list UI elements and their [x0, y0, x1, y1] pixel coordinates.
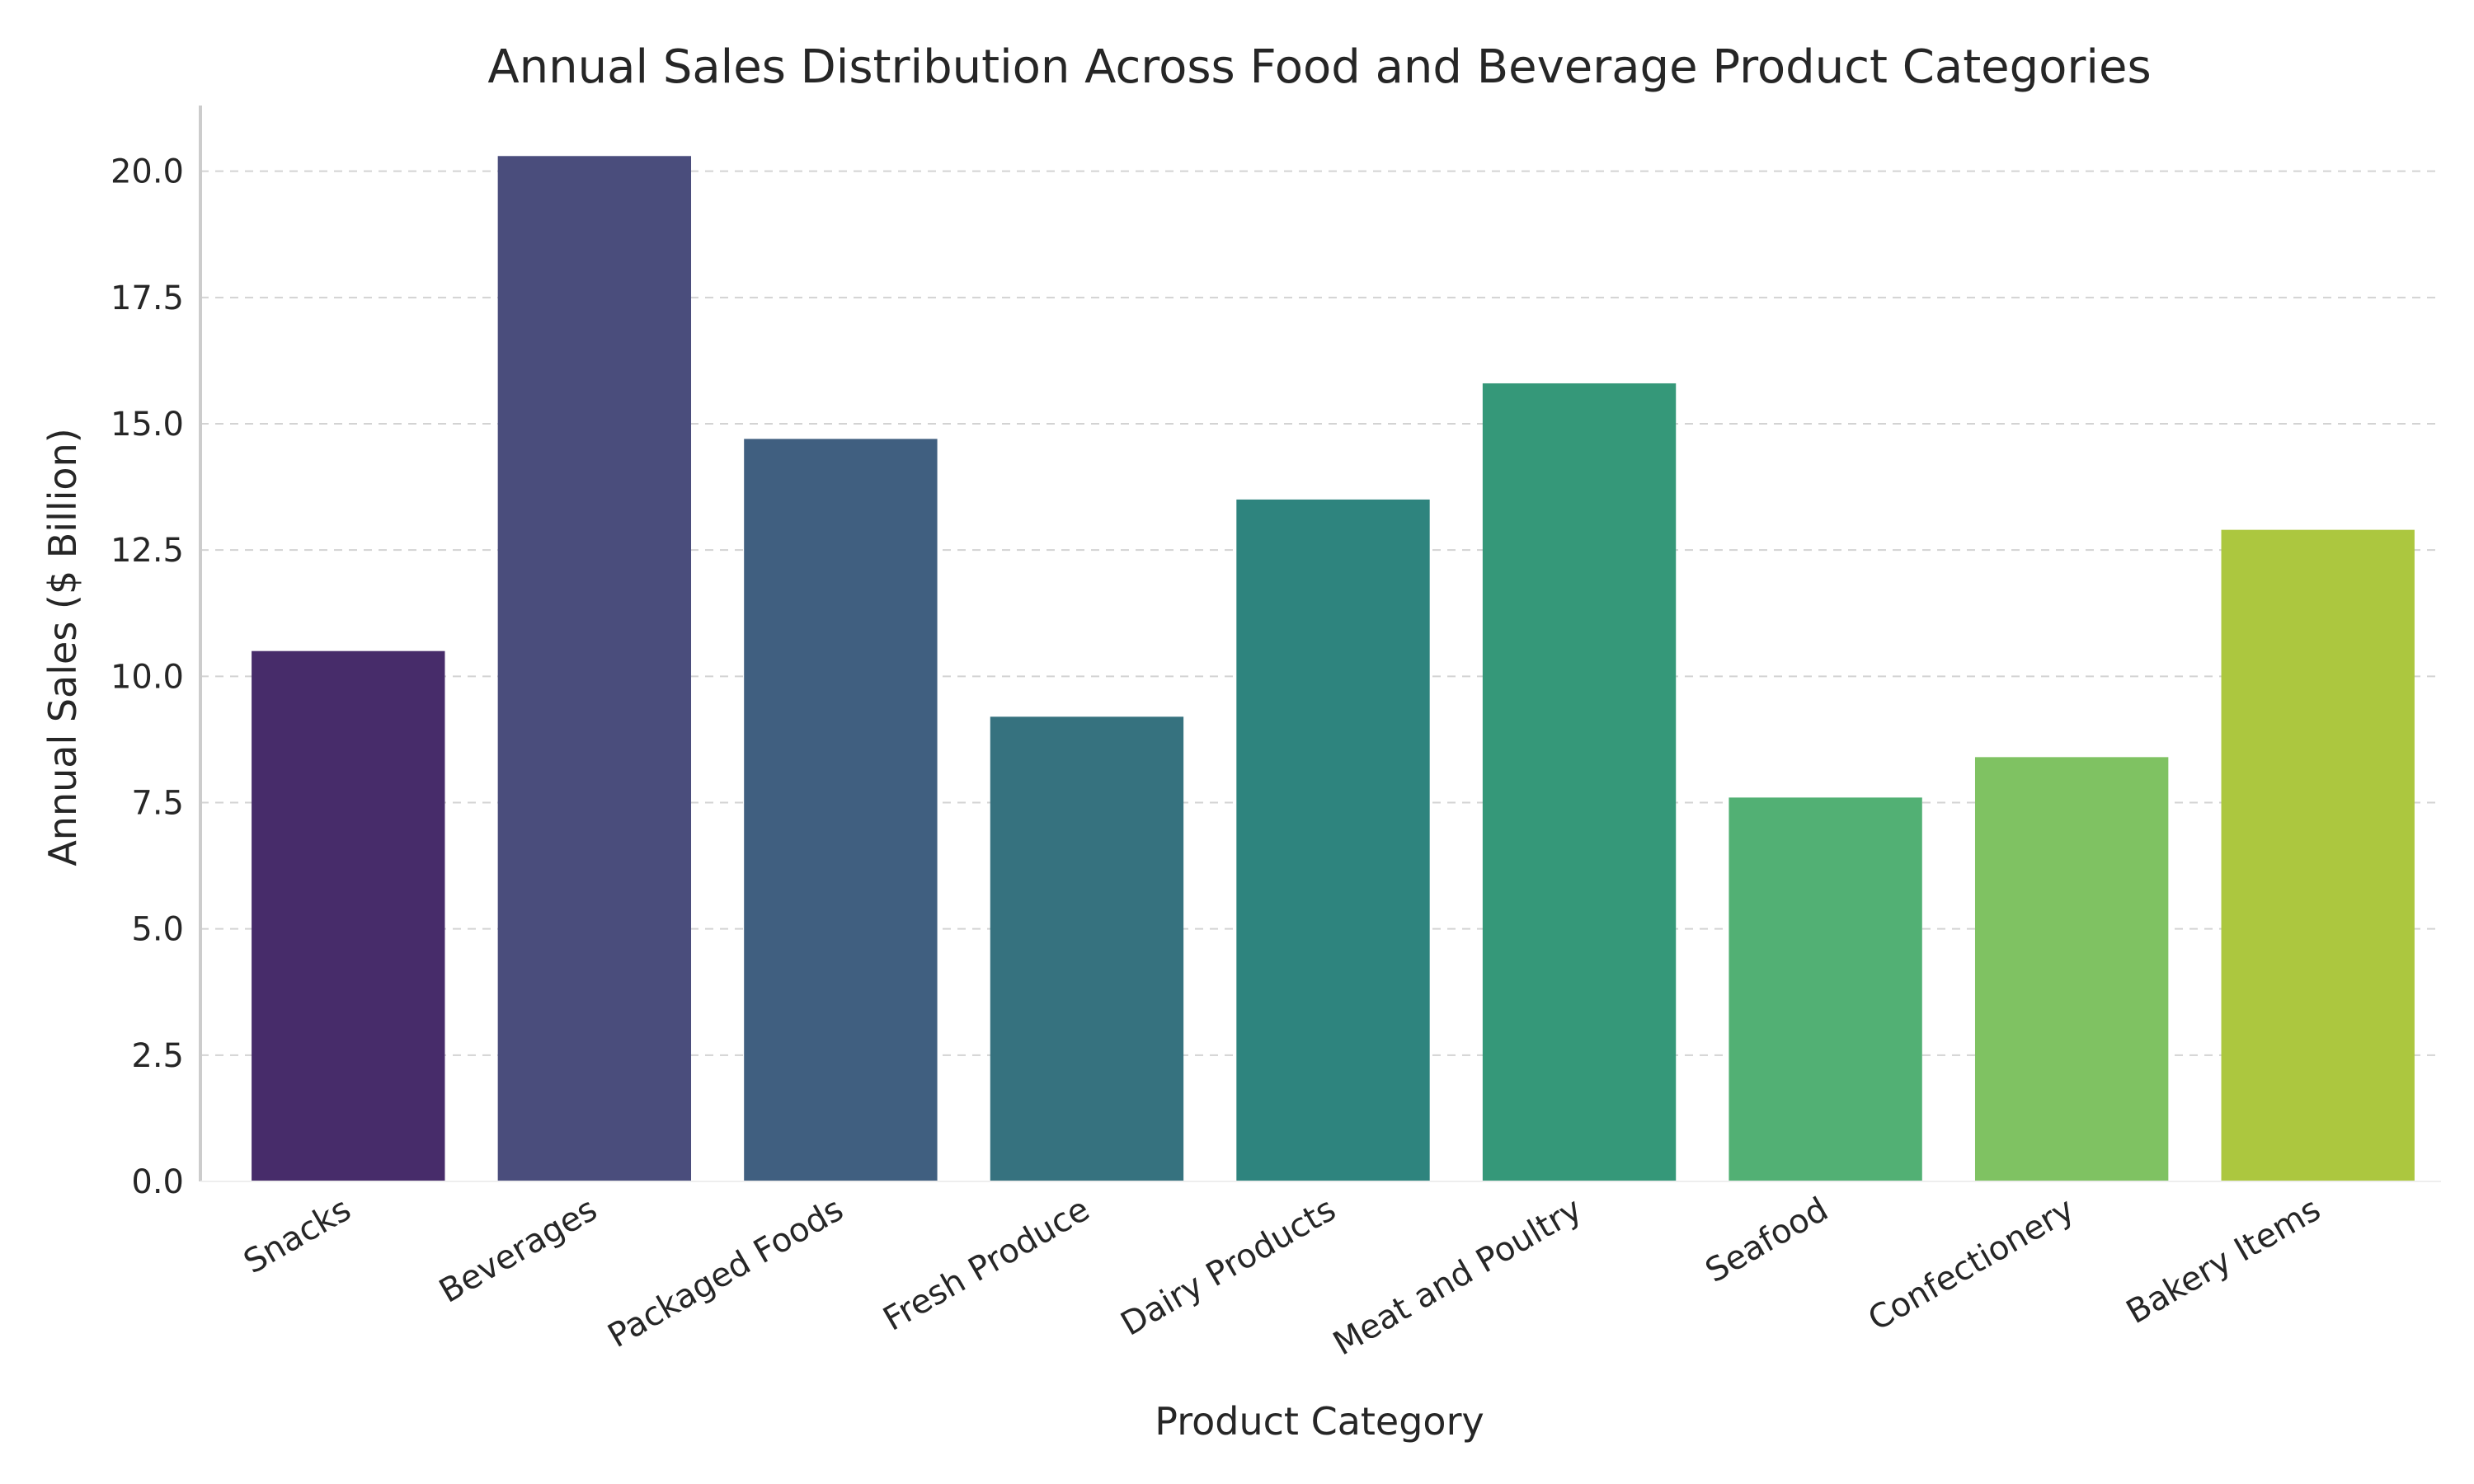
y-tick-label: 0.0 [131, 1163, 184, 1201]
axes [199, 106, 2441, 1182]
y-axis-title: Annual Sales ($ Billion) [40, 428, 85, 866]
bar-snacks [252, 650, 445, 1181]
bar-meat-and-poultry [1482, 383, 1677, 1182]
x-tick-label: Seafood [1700, 1190, 1835, 1290]
bar-dairy-products [1236, 499, 1430, 1181]
y-tick-label: 5.0 [131, 911, 184, 949]
x-tick-label: Dairy Products [1115, 1190, 1343, 1344]
bar-seafood [1729, 797, 1922, 1181]
x-tick-label: Fresh Produce [877, 1190, 1095, 1339]
y-tick-label: 20.0 [111, 153, 184, 191]
x-tick-label: Beverages [433, 1190, 604, 1311]
bar-confectionery [1974, 757, 2169, 1181]
y-tick-label: 12.5 [111, 532, 184, 570]
bar-packaged-foods [744, 439, 938, 1181]
y-tick-label: 17.5 [111, 279, 184, 317]
chart-title: Annual Sales Distribution Across Food an… [487, 40, 2151, 94]
bar-beverages [497, 156, 692, 1182]
bar-fresh-produce [990, 716, 1184, 1181]
y-tick-label: 7.5 [131, 784, 184, 822]
x-tick-label: Packaged Foods [602, 1190, 850, 1355]
y-tick-label: 10.0 [111, 658, 184, 696]
x-tick-label: Confectionery [1862, 1190, 2081, 1339]
y-tick-labels: 0.0 2.5 5.0 7.5 10.0 12.5 15.0 17.5 20.0 [111, 153, 184, 1201]
bar-bakery-items [2221, 529, 2415, 1181]
y-tick-label: 15.0 [111, 406, 184, 444]
y-tick-label: 2.5 [131, 1037, 184, 1075]
x-axis-title: Product Category [1155, 1399, 1484, 1444]
x-tick-label: Bakery Items [2120, 1190, 2327, 1331]
x-tick-label: Snacks [238, 1190, 357, 1281]
x-tick-label: Meat and Poultry [1327, 1190, 1588, 1364]
bars [252, 156, 2415, 1182]
